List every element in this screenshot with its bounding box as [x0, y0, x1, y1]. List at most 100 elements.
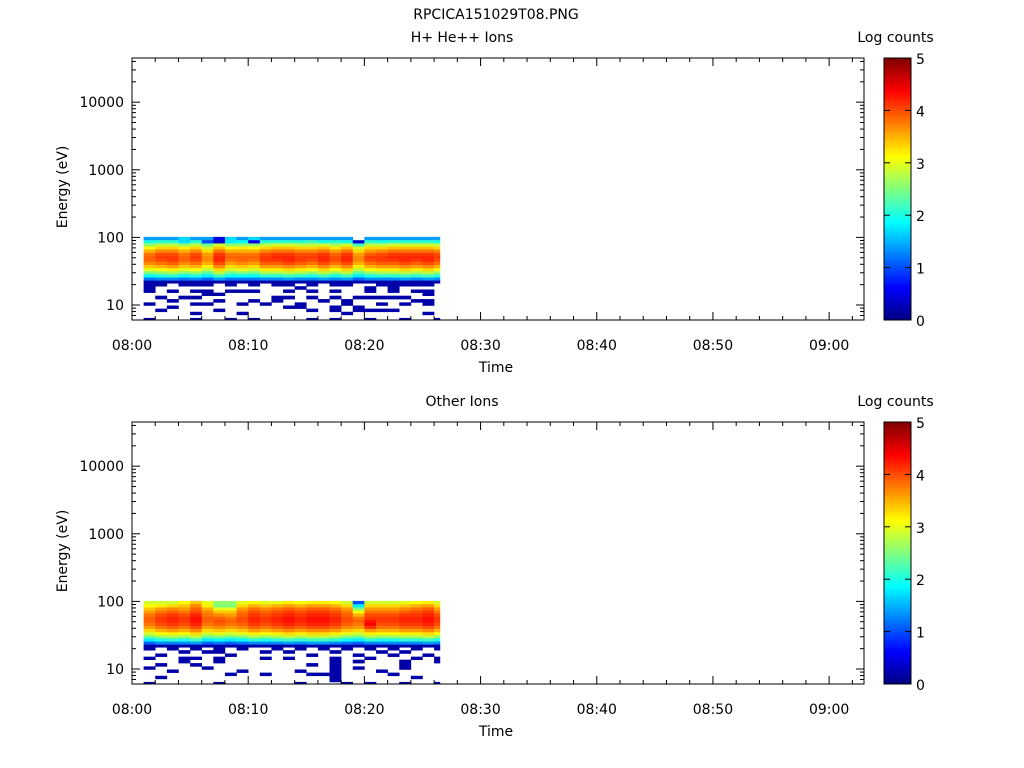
heatmap-cell: [422, 632, 435, 636]
heatmap-cell: [143, 289, 156, 293]
colorbar-band: [884, 649, 911, 654]
heatmap-cell: [143, 622, 156, 627]
heatmap-cell: [352, 629, 365, 633]
heatmap-cell: [329, 656, 342, 660]
heatmap-cell: [236, 622, 249, 627]
heatmap-cell: [143, 625, 156, 630]
heatmap-cell: [166, 265, 179, 269]
heatmap-cell: [224, 613, 237, 617]
heatmap-cell: [317, 265, 330, 269]
heatmap-cell: [317, 619, 330, 623]
heatmap-cell: [248, 616, 261, 621]
heatmap-cell: [294, 271, 307, 275]
heatmap-cell: [352, 653, 365, 657]
heatmap-cell: [364, 268, 377, 272]
heatmap-cell: [329, 274, 342, 278]
colorbar-band: [884, 128, 911, 132]
colorbar-band: [884, 579, 911, 583]
heatmap-cell: [201, 613, 214, 617]
colorbar-band: [884, 440, 911, 444]
heatmap-cell: [236, 647, 249, 651]
heatmap-cell: [178, 271, 191, 275]
heatmap-cell: [155, 308, 168, 313]
heatmap-cell: [352, 255, 365, 259]
heatmap-cell: [213, 644, 226, 648]
heatmap-cell: [213, 274, 226, 278]
heatmap-cell: [306, 629, 319, 633]
colorbar-band: [884, 204, 911, 208]
heatmap-cell: [306, 236, 319, 241]
heatmap-cell: [143, 607, 156, 611]
heatmap-cell: [294, 610, 307, 614]
heatmap-cell: [434, 600, 441, 605]
colorbar-band: [884, 314, 911, 318]
heatmap-cell: [434, 246, 441, 250]
heatmap-cell: [341, 629, 354, 633]
heatmap-cell: [201, 635, 214, 639]
heatmap-cell: [317, 607, 330, 611]
heatmap-cell: [224, 644, 237, 648]
heatmap-cell: [236, 632, 249, 636]
heatmap-cell: [387, 641, 400, 645]
colorbar-tick-label: 4: [916, 104, 925, 120]
heatmap-cell: [376, 616, 388, 621]
heatmap-cell: [155, 240, 168, 244]
heatmap-cell: [190, 249, 203, 253]
heatmap-cell: [422, 258, 435, 263]
heatmap-cell: [271, 252, 284, 257]
heatmap-cell: [329, 632, 342, 636]
heatmap-cell: [224, 625, 237, 630]
heatmap-cell: [410, 277, 423, 281]
heatmap-cell: [399, 240, 412, 244]
heatmap-cell: [271, 268, 284, 272]
colorbar-tick-label: 5: [916, 52, 925, 68]
heatmap-cell: [306, 283, 319, 287]
heatmap-cell: [422, 274, 435, 278]
heatmap-cell: [329, 308, 342, 313]
heatmap-cell: [422, 635, 435, 639]
heatmap-cell: [190, 265, 203, 269]
heatmap-cell: [376, 610, 388, 614]
heatmap-cell: [317, 616, 330, 621]
heatmap-cell: [166, 255, 179, 259]
heatmap-cell: [283, 641, 295, 645]
heatmap-cell: [341, 243, 354, 247]
heatmap-cell: [143, 246, 156, 250]
colorbar: 0 1 2 3 4 5 Log counts: [857, 394, 933, 694]
heatmap-cell: [341, 271, 354, 275]
heatmap-cell: [341, 641, 354, 645]
heatmap-cell: [294, 255, 307, 259]
heatmap-cell: [306, 289, 319, 293]
colorbar-band: [884, 642, 911, 646]
heatmap-cell: [434, 249, 441, 253]
heatmap-cell: [399, 663, 412, 667]
heatmap-cell: [143, 635, 156, 639]
heatmap-cell: [294, 600, 307, 605]
heatmap-cell: [434, 274, 441, 278]
colorbar-band: [884, 521, 911, 525]
heatmap-cell: [224, 604, 237, 608]
heatmap-cell: [434, 271, 441, 275]
heatmap-cell: [422, 249, 435, 253]
heatmap-cell: [201, 277, 214, 281]
heatmap-cell: [434, 317, 441, 321]
heatmap-cell: [352, 243, 365, 247]
heatmap-cell: [364, 261, 377, 266]
colorbar-band: [884, 76, 911, 80]
heatmap-cell: [143, 600, 156, 605]
heatmap-cell: [201, 632, 214, 636]
heatmap-cell: [387, 255, 400, 259]
colorbar-tick-label: 0: [916, 314, 925, 330]
heatmap-cell: [410, 616, 423, 621]
heatmap-cell: [294, 635, 307, 639]
heatmap-cell: [306, 672, 319, 677]
heatmap-cell: [166, 610, 179, 614]
colorbar-band: [884, 123, 911, 127]
heatmap-cell: [271, 644, 284, 648]
heatmap-cell: [143, 616, 156, 621]
heatmap-cell: [422, 280, 435, 284]
heatmap-cell: [376, 600, 388, 605]
heatmap-cell: [387, 672, 400, 677]
heatmap-cell: [213, 299, 226, 303]
heatmap-cell: [410, 622, 423, 627]
